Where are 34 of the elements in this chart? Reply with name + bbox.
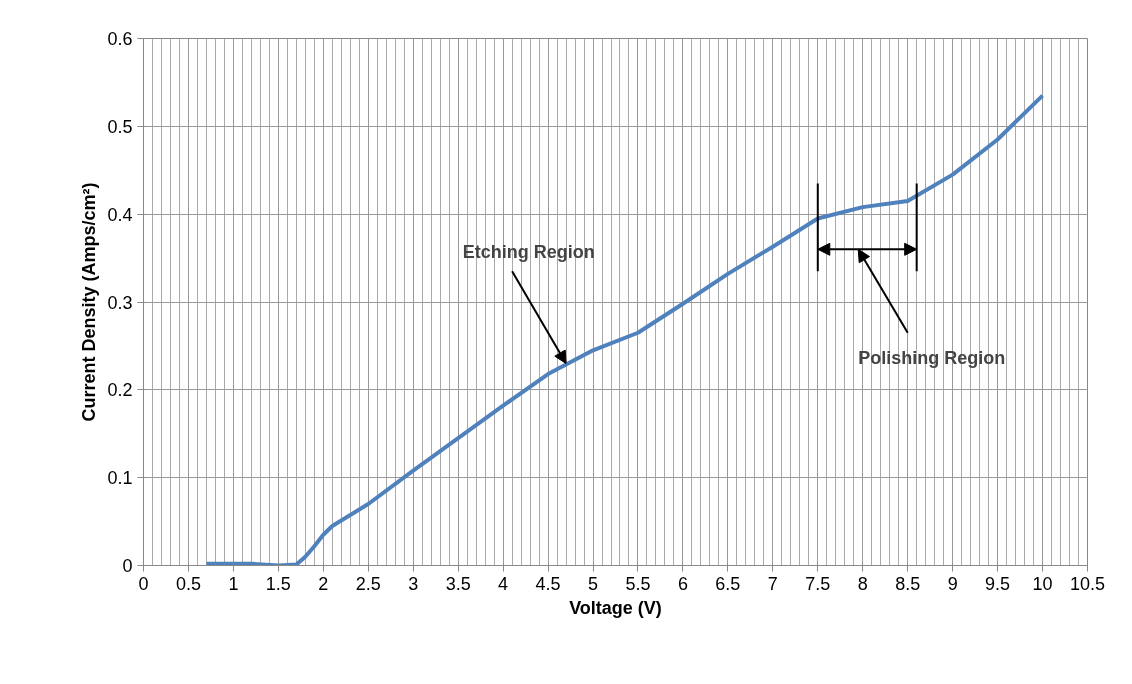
y-tick-label: 0.4 (107, 204, 133, 225)
x-tick-label: 4.5 (535, 573, 561, 594)
x-tick-label: 4 (498, 573, 509, 594)
x-tick-label: 6 (677, 573, 688, 594)
y-tick-label: 0 (122, 556, 133, 576)
x-tick-label: 1.5 (265, 573, 291, 594)
annotation: Etching Region (462, 242, 595, 263)
x-tick-label: 0.5 (175, 573, 201, 594)
x-tick-label: 10 (1032, 573, 1053, 594)
x-tick-label: 3.5 (445, 573, 471, 594)
x-tick-label: 6.5 (715, 573, 741, 594)
x-tick-label: 8 (857, 573, 868, 594)
x-tick-label: 10.5 (1069, 573, 1106, 594)
y-tick-label: 0.2 (107, 380, 133, 401)
x-tick-label: 8.5 (895, 573, 921, 594)
x-tick-label: 5 (588, 573, 599, 594)
x-tick-label: 9 (947, 573, 958, 594)
y-tick-label: 0.6 (107, 29, 133, 49)
x-tick-label: 5.5 (625, 573, 651, 594)
x-tick-label: 9.5 (985, 573, 1011, 594)
y-tick-label: 0.5 (107, 116, 133, 137)
x-tick-label: 2.5 (355, 573, 381, 594)
line-series (204, 93, 1045, 566)
x-tick-label: 1 (228, 573, 239, 594)
x-tick-label: 3 (408, 573, 419, 594)
x-axis-title: Voltage (V) (569, 597, 662, 618)
x-tick-label: 7 (767, 573, 778, 594)
x-tick-label: 7.5 (805, 573, 831, 594)
y-tick-label: 0.3 (107, 292, 133, 313)
y-axis-title: Current Density (Amps/cm²) (79, 182, 100, 422)
y-tick-label: 0.1 (107, 468, 133, 489)
x-tick-label: 0 (138, 573, 149, 594)
x-tick-label: 2 (318, 573, 329, 594)
annotation: Polishing Region (858, 347, 1006, 368)
